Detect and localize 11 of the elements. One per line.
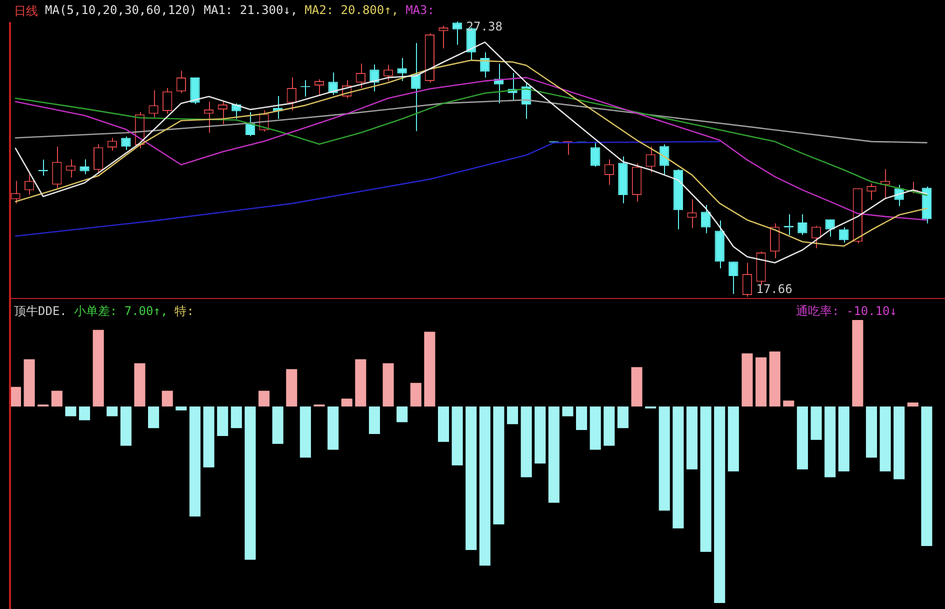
text: 小单差: 7.00↑, <box>74 303 168 320</box>
text: MA(5,10,20,30,60,120) <box>45 3 197 19</box>
chart-title: 日线 <box>14 3 38 20</box>
text: MA2: 20.800↑, <box>304 3 399 19</box>
text: 特: <box>174 303 194 320</box>
annotation: 17.66 <box>756 282 792 296</box>
annotation: 27.38 <box>466 20 502 34</box>
text: MA3: <box>406 3 434 19</box>
text: MA1: 21.300↓, <box>204 3 298 19</box>
text: 通吃率: -10.10↓ <box>796 303 897 320</box>
chart-title: 顶牛DDE. <box>14 303 67 320</box>
